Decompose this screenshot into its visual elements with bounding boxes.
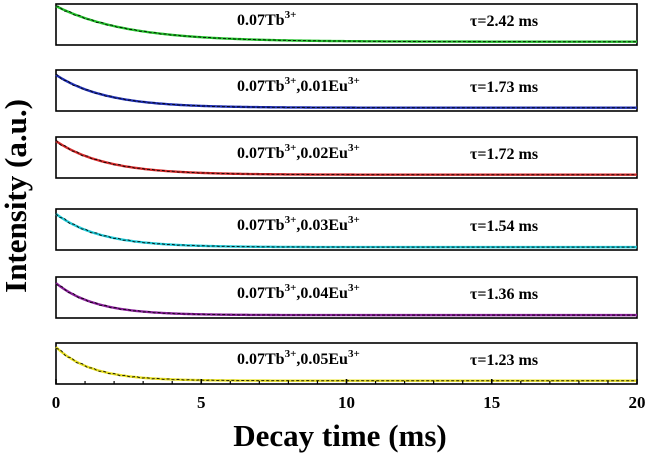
fit-curve-1 (55, 4, 637, 43)
x-tick-label: 5 (197, 393, 206, 412)
sample-base-sup: 3+ (285, 282, 297, 294)
measured-trace-2 (55, 73, 637, 109)
sample-label: 0.07Tb3+,0.05Eu3+ (237, 348, 360, 368)
panel-frame (55, 208, 638, 251)
x-tick-label: 15 (483, 393, 500, 412)
panel-frame (55, 136, 638, 179)
sample-base: 0.07Tb (237, 145, 285, 162)
panel-frame (55, 276, 638, 319)
sample-label: 0.07Tb3+ (237, 9, 296, 29)
tau-label: τ=1.73 ms (470, 79, 538, 96)
x-tick-label: 10 (338, 393, 355, 412)
sample-extra: ,0.03Eu (296, 217, 348, 234)
sample-extra: ,0.01Eu (296, 78, 348, 95)
sample-base: 0.07Tb (237, 12, 285, 29)
panel-frame (55, 3, 638, 46)
sample-extra: ,0.05Eu (296, 351, 348, 368)
x-axis-label: Decay time (ms) (233, 418, 446, 453)
measured-trace-3 (55, 139, 637, 176)
sample-base: 0.07Tb (237, 217, 285, 234)
panels-group: 0.07Tb3+ τ=2.42 ms0.07Tb3+,0.01Eu3+ τ=1.73… (55, 3, 638, 385)
panel-1: 0.07Tb3+ τ=2.42 ms (55, 3, 638, 46)
x-tick-label: 20 (629, 393, 646, 412)
sample-base-sup: 3+ (285, 214, 297, 226)
panel-3: 0.07Tb3+,0.02Eu3+ τ=1.72 ms (55, 136, 638, 179)
sample-label: 0.07Tb3+,0.03Eu3+ (237, 214, 360, 234)
tau-label: τ=1.23 ms (470, 352, 538, 369)
x-axis: 0 5 10 15 20 (52, 379, 646, 412)
x-tick-label: 0 (52, 393, 61, 412)
panel-6: 0.07Tb3+,0.05Eu3+ τ=1.23 ms (55, 342, 638, 385)
sample-base-sup: 3+ (285, 9, 297, 21)
panel-2: 0.07Tb3+,0.01Eu3+ τ=1.73 ms (55, 69, 638, 112)
sample-label: 0.07Tb3+,0.01Eu3+ (237, 75, 360, 95)
sample-extra-sup: 3+ (348, 142, 360, 154)
sample-label: 0.07Tb3+,0.04Eu3+ (237, 282, 360, 302)
sample-base: 0.07Tb (237, 285, 285, 302)
sample-base: 0.07Tb (237, 351, 285, 368)
tau-label: τ=1.54 ms (470, 218, 538, 235)
tau-label: τ=2.42 ms (470, 13, 538, 30)
measured-trace-1 (55, 5, 637, 43)
measured-trace-4 (55, 213, 637, 248)
panel-4: 0.07Tb3+,0.03Eu3+ τ=1.54 ms (55, 208, 638, 251)
measured-trace-5 (55, 283, 637, 316)
panel-frame (55, 69, 638, 112)
tau-label: τ=1.72 ms (470, 146, 538, 163)
sample-extra: ,0.02Eu (296, 145, 348, 162)
sample-extra-sup: 3+ (348, 282, 360, 294)
sample-extra: ,0.04Eu (296, 285, 348, 302)
sample-extra-sup: 3+ (348, 214, 360, 226)
sample-base-sup: 3+ (285, 348, 297, 360)
sample-extra-sup: 3+ (348, 348, 360, 360)
sample-label: 0.07Tb3+,0.02Eu3+ (237, 142, 360, 162)
sample-base-sup: 3+ (285, 142, 297, 154)
panel-5: 0.07Tb3+,0.04Eu3+ τ=1.36 ms (55, 276, 638, 319)
sample-base-sup: 3+ (285, 75, 297, 87)
sample-extra-sup: 3+ (348, 75, 360, 87)
tau-label: τ=1.36 ms (470, 286, 538, 303)
y-axis-label: Intensity (a.u.) (0, 99, 33, 293)
sample-base: 0.07Tb (237, 78, 285, 95)
